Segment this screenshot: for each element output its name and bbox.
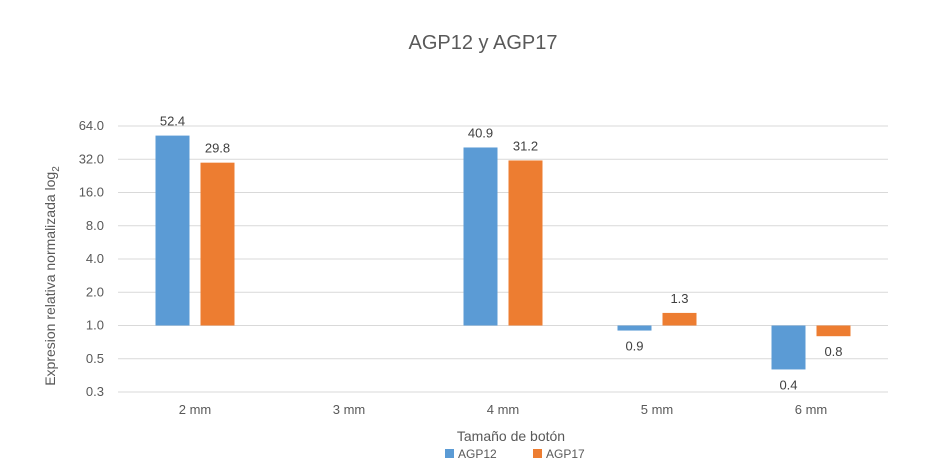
chart-title: AGP12 y AGP17 <box>409 32 558 54</box>
bar-agp17-6mm <box>816 325 851 337</box>
y-tick-label: 2.0 <box>86 284 104 299</box>
data-label: 0.4 <box>779 377 797 392</box>
y-axis-title: Expresion relativa normalizada log2 <box>42 166 62 386</box>
y-tick-label: 4.0 <box>86 251 104 266</box>
legend: AGP12 AGP17 <box>445 447 585 461</box>
y-tick-label: 16.0 <box>79 185 104 200</box>
bar-agp12-2mm <box>155 135 190 326</box>
y-tick-label: 0.3 <box>86 384 104 399</box>
bars <box>155 135 851 370</box>
y-tick-label: 0.5 <box>86 351 104 366</box>
x-axis-ticks: 2 mm 3 mm 4 mm 5 mm 6 mm <box>179 402 828 417</box>
x-tick-label: 4 mm <box>487 402 520 417</box>
x-axis-title: Tamaño de botón <box>457 428 565 444</box>
legend-swatch <box>445 449 454 458</box>
data-label: 40.9 <box>468 125 493 140</box>
y-tick-label: 64.0 <box>79 118 104 133</box>
bar-agp17-5mm <box>662 312 697 326</box>
data-label: 29.8 <box>205 141 230 156</box>
bar-agp12-5mm <box>617 325 652 331</box>
bar-agp17-4mm <box>508 160 543 326</box>
x-tick-label: 3 mm <box>333 402 366 417</box>
data-label: 52.4 <box>160 114 185 129</box>
y-axis-title-main: Expresion relativa normalizada log <box>42 172 58 386</box>
data-label: 0.8 <box>824 344 842 359</box>
legend-label: AGP12 <box>458 447 497 461</box>
y-tick-label: 8.0 <box>86 218 104 233</box>
y-axis-ticks: 64.0 32.0 16.0 8.0 4.0 2.0 1.0 0.5 0.3 <box>79 118 104 399</box>
y-tick-label: 1.0 <box>86 318 104 333</box>
gridlines <box>118 125 888 393</box>
legend-swatch <box>533 449 542 458</box>
y-axis-title-sub: 2 <box>51 166 62 172</box>
data-label: 0.9 <box>625 339 643 354</box>
data-label: 1.3 <box>670 291 688 306</box>
x-tick-label: 2 mm <box>179 402 212 417</box>
bar-agp12-4mm <box>463 147 498 326</box>
legend-label: AGP17 <box>546 447 585 461</box>
bar-agp17-2mm <box>200 162 235 326</box>
x-tick-label: 6 mm <box>795 402 828 417</box>
x-tick-label: 5 mm <box>641 402 674 417</box>
data-labels: 52.4 29.8 40.9 31.2 0.9 1.3 0.4 0.8 <box>160 114 843 393</box>
bar-agp12-6mm <box>771 325 806 370</box>
data-label: 31.2 <box>513 138 538 153</box>
y-tick-label: 32.0 <box>79 151 104 166</box>
